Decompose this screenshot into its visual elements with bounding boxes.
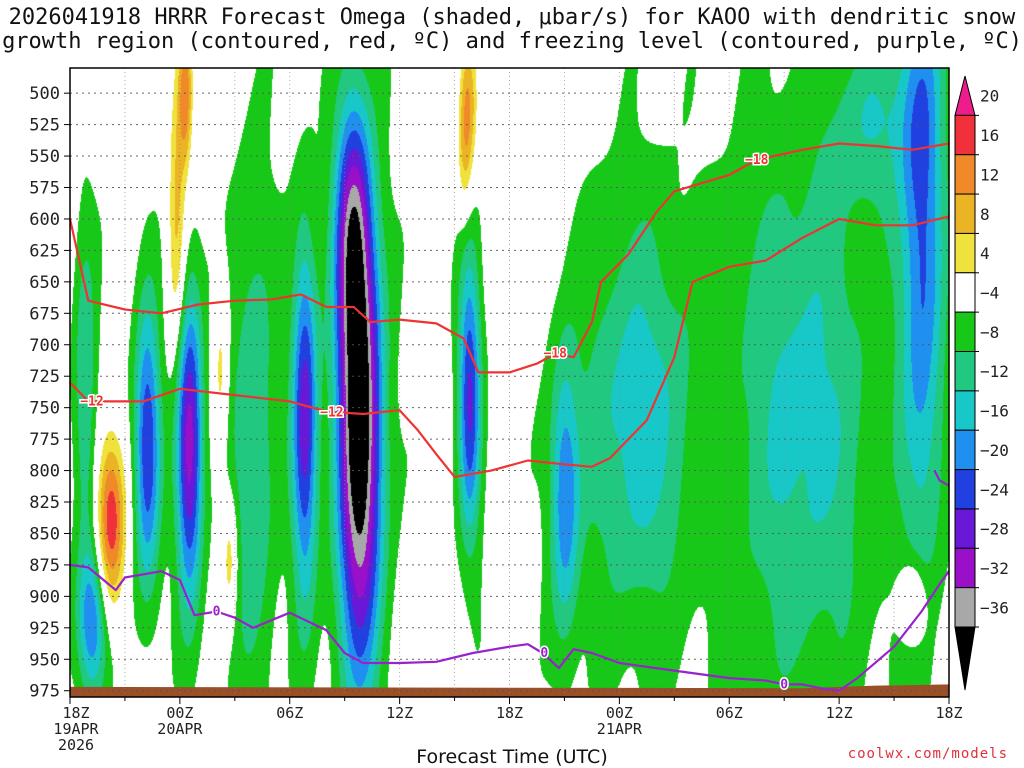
x-tick-label: 21APR [597, 720, 643, 738]
colorbar-label: 8 [980, 205, 990, 224]
y-tick-label: 900 [29, 587, 60, 607]
y-tick-label: 750 [29, 399, 60, 419]
y-tick-label: 500 [29, 84, 60, 104]
x-tick-label: 19APR [53, 720, 99, 738]
chart-title: 2026041918 HRRR Forecast Omega (shaded, … [0, 6, 1024, 54]
colorbar-bin [954, 193, 976, 234]
x-tick-label: 18Z [935, 704, 962, 722]
contour-label: −12 [80, 394, 103, 409]
colorbar-label: −32 [980, 559, 1009, 578]
colorbar-bin [954, 587, 976, 628]
x-tick-label: 2026 [58, 736, 94, 754]
colorbar-bin [954, 75, 976, 116]
x-tick-label: 06Z [276, 704, 303, 722]
contour-line-3 [933, 470, 950, 487]
y-tick-label: 975 [29, 682, 60, 702]
x-tick-label: 00Z [166, 704, 193, 722]
colorbar-label: −12 [980, 362, 1009, 381]
y-tick-label: 725 [29, 367, 60, 387]
colorbar-label: −20 [980, 441, 1009, 460]
y-tick-label: 875 [29, 556, 60, 576]
contour-label: −12 [320, 406, 343, 421]
y-tick-label: 825 [29, 493, 60, 513]
y-tick-label: 625 [29, 241, 60, 261]
colorbar-label: −16 [980, 402, 1009, 421]
colorbar-bin [954, 232, 976, 274]
y-tick-label: 600 [29, 210, 60, 230]
colorbar-bin [954, 390, 976, 431]
y-tick-label: 525 [29, 116, 60, 136]
title-line-1: 2026041918 HRRR Forecast Omega (shaded, … [8, 5, 1016, 30]
x-tick-label: 00Z [606, 704, 633, 722]
y-tick-label: 675 [29, 304, 60, 324]
omega-field [70, 68, 949, 697]
colorbar-label: −8 [980, 323, 999, 342]
colorbar-label: −28 [980, 520, 1009, 539]
colorbar-label: −4 [980, 283, 999, 302]
colorbar-bin [954, 508, 976, 549]
x-axis-label: Forecast Time (UTC) [416, 746, 608, 768]
contour-label: 0 [780, 677, 788, 692]
contour-line-1 [69, 215, 950, 478]
colorbar-bin [954, 469, 976, 510]
contour-label: 0 [540, 646, 548, 661]
contour-label: 0 [213, 604, 221, 619]
colorbar-bin [954, 429, 976, 471]
y-tick-label: 550 [29, 147, 60, 167]
y-tick-label: 575 [29, 179, 60, 199]
y-tick-label: 850 [29, 524, 60, 544]
x-tick-label: 06Z [716, 704, 743, 722]
y-tick-label: 800 [29, 462, 60, 482]
colorbar-label: 20 [980, 87, 999, 106]
contour-line-0 [68, 142, 950, 374]
colorbar-label: 12 [980, 165, 999, 184]
x-tick-label: 18Z [496, 704, 523, 722]
colorbar-bin [954, 272, 976, 313]
colorbar-label: 4 [980, 244, 990, 263]
y-tick-label: 925 [29, 619, 60, 639]
colorbar-bin [954, 114, 976, 156]
colorbar-label: 16 [980, 126, 999, 145]
contour-label: −18 [544, 347, 568, 362]
colorbar-bin [954, 626, 976, 691]
x-tick-label: 12Z [386, 704, 413, 722]
colorbar-bin [954, 154, 976, 195]
y-tick-label: 650 [29, 273, 60, 293]
contour-line-2 [69, 563, 950, 692]
colorbar-label: −24 [980, 480, 1009, 499]
colorbar-bin [954, 311, 976, 353]
y-tick-label: 775 [29, 430, 60, 450]
y-tick-label: 950 [29, 650, 60, 670]
colorbar-bin [954, 547, 976, 589]
colorbar-bin [954, 351, 976, 392]
y-tick-label: 700 [29, 336, 60, 356]
x-tick-label: 18Z [62, 704, 89, 722]
x-tick-label: 12Z [826, 704, 853, 722]
colorbar-label: −36 [980, 598, 1009, 617]
contour-label: −18 [745, 153, 769, 168]
credit-text[interactable]: coolwx.com/models [847, 746, 1008, 762]
title-line-2: growth region (contoured, red, ºC) and f… [2, 29, 1022, 54]
x-tick-label: 20APR [157, 720, 203, 738]
